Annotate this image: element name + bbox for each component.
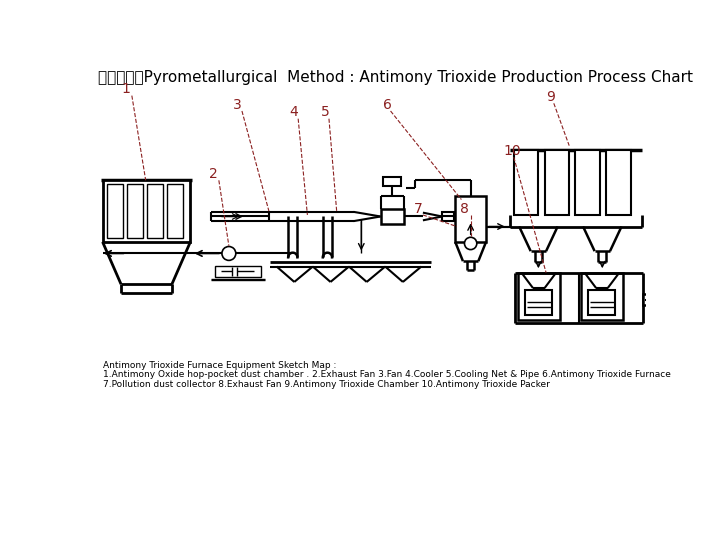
Text: 7.Pollution dust collector 8.Exhaust Fan 9.Antimony Trioxide Chamber 10.Antimony: 7.Pollution dust collector 8.Exhaust Fan… — [102, 380, 549, 389]
Bar — [107, 184, 122, 238]
Bar — [215, 266, 261, 276]
Bar — [127, 184, 143, 238]
Bar — [581, 273, 623, 320]
Text: 2: 2 — [209, 167, 217, 181]
Text: 10: 10 — [504, 144, 521, 158]
Bar — [526, 289, 552, 315]
Bar — [167, 184, 183, 238]
Text: 1: 1 — [121, 82, 130, 96]
Text: 8: 8 — [460, 201, 469, 215]
Bar — [381, 209, 404, 224]
Text: 4: 4 — [289, 105, 297, 119]
Text: 3: 3 — [233, 98, 241, 112]
Text: Antimony Trioxide Furnace Equipment Sketch Map :: Antimony Trioxide Furnace Equipment Sket… — [102, 361, 336, 370]
Bar — [383, 177, 401, 186]
Bar — [588, 289, 616, 315]
Text: 9: 9 — [546, 90, 555, 104]
Bar — [575, 150, 600, 215]
Text: 1.Antimony Oxide hop-pocket dust chamber . 2.Exhaust Fan 3.Fan 4.Cooler 5.Coolin: 1.Antimony Oxide hop-pocket dust chamber… — [102, 370, 670, 380]
Bar — [544, 150, 570, 215]
Text: 5: 5 — [321, 105, 330, 119]
Text: 7: 7 — [414, 201, 423, 215]
Text: 工艺流程图Pyrometallurgical  Method : Antimony Trioxide Production Process Chart: 工艺流程图Pyrometallurgical Method : Antimony… — [98, 70, 693, 85]
Bar — [514, 150, 539, 215]
Circle shape — [222, 247, 235, 260]
Circle shape — [464, 237, 477, 249]
Bar — [518, 273, 560, 320]
Bar — [102, 180, 190, 242]
Text: 6: 6 — [383, 98, 392, 112]
Bar — [442, 212, 454, 221]
Bar — [643, 294, 657, 305]
Bar — [606, 150, 631, 215]
Bar — [455, 195, 486, 242]
Bar — [148, 184, 163, 238]
